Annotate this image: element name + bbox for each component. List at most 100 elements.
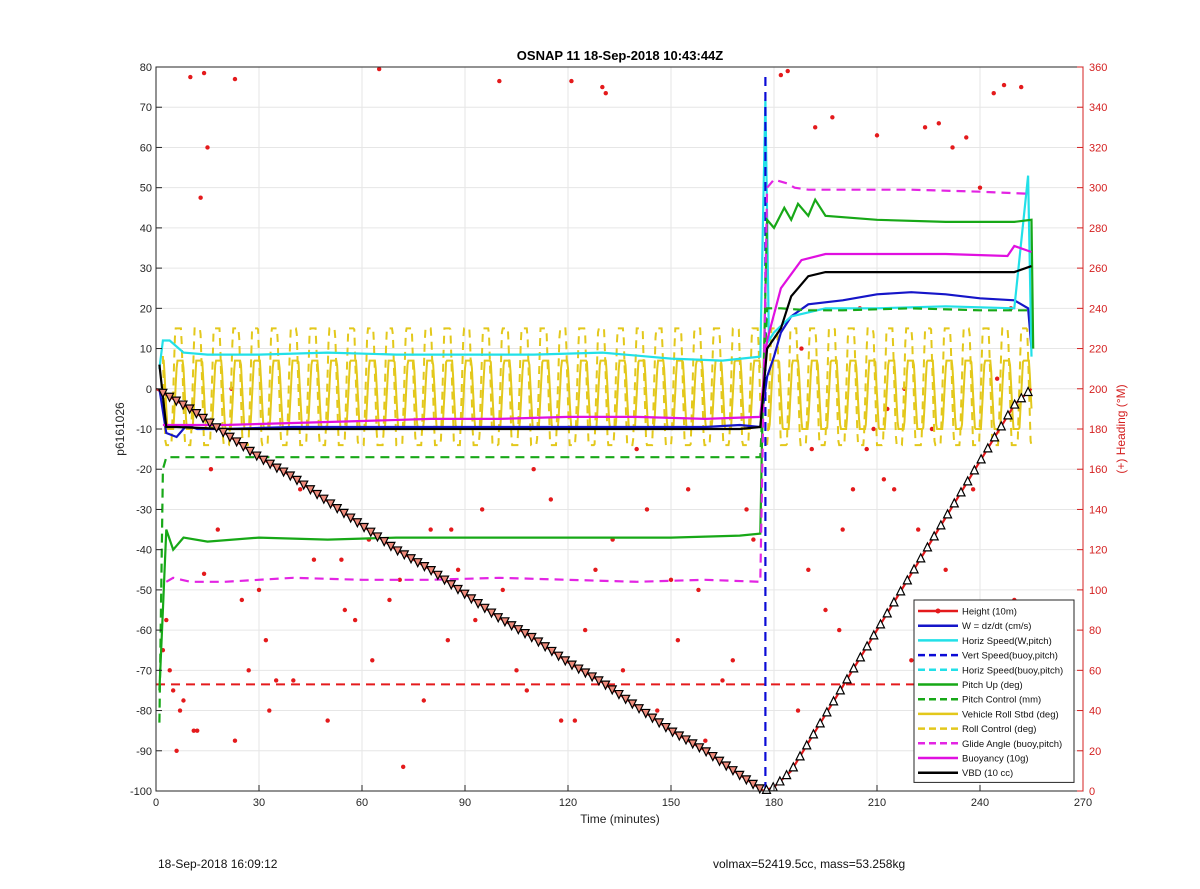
heading-point [840, 527, 845, 532]
depth-marker [694, 743, 705, 754]
x-tick-label: 90 [459, 797, 471, 809]
heading-point [950, 145, 955, 150]
depth-marker [875, 618, 886, 629]
legend-label: Vert Speed(buoy,pitch) [962, 651, 1058, 662]
legend-label: Height (10m) [962, 607, 1017, 618]
glide-angle-buoy-pitch-line [165, 178, 1029, 583]
heading-point [188, 74, 193, 80]
heading-point [291, 678, 296, 683]
y2-tick-label: 340 [1089, 102, 1107, 114]
heading-point [806, 567, 811, 572]
y2-tick-label: 180 [1089, 424, 1107, 436]
depth-marker [627, 699, 638, 710]
heading-point [909, 658, 914, 663]
depth-marker [835, 684, 846, 695]
depth-marker [935, 519, 946, 530]
depth-marker [352, 518, 363, 529]
y-tick-label: 30 [140, 263, 152, 275]
depth-marker [298, 480, 309, 491]
y-tick-label: -60 [136, 625, 152, 637]
depth-marker [855, 651, 866, 662]
y-tick-label: -80 [136, 706, 152, 718]
heading-point [994, 376, 1000, 381]
heading-point [428, 527, 433, 532]
x-tick-label: 270 [1074, 797, 1092, 809]
depth-marker [1009, 398, 1020, 409]
y-tick-label: -40 [136, 545, 152, 557]
y2-tick-label: 120 [1089, 545, 1107, 557]
y-tick-label: -100 [130, 786, 152, 798]
depth-marker [620, 694, 631, 705]
y2-tick-label: 140 [1089, 504, 1107, 516]
depth-marker [1023, 386, 1034, 397]
depth-marker [727, 766, 738, 777]
heading-point [922, 125, 928, 130]
depth-marker [446, 580, 457, 591]
depth-marker [479, 603, 490, 614]
y2-tick-label: 40 [1089, 706, 1101, 718]
depth-marker [989, 431, 1000, 442]
depth-marker [815, 717, 826, 728]
depth-marker [513, 625, 524, 636]
heading-point [785, 68, 790, 74]
depth-marker [567, 660, 577, 671]
depth-marker [895, 585, 906, 596]
heading-point [177, 708, 183, 713]
depth-marker [607, 685, 618, 696]
depth-marker [432, 570, 443, 581]
heading-point [823, 607, 828, 613]
depth-marker [184, 404, 195, 415]
depth-marker [754, 784, 765, 795]
depth-marker [573, 664, 584, 675]
heading-point [298, 487, 303, 492]
heading-point [744, 507, 749, 512]
heading-point [531, 467, 536, 472]
buoyancy-10g-line [162, 244, 1032, 427]
heading-point [401, 764, 406, 770]
depth-marker [204, 418, 215, 429]
depth-marker [976, 453, 987, 464]
heading-point [569, 78, 574, 84]
depth-marker [520, 629, 531, 639]
depth-marker [909, 563, 920, 574]
depth-marker [721, 761, 732, 772]
depth-marker [580, 668, 591, 679]
depth-marker [956, 486, 966, 497]
depth-marker [466, 594, 477, 605]
heading-point [339, 557, 344, 562]
heading-point [232, 76, 238, 82]
depth-marker [882, 607, 893, 618]
depth-marker [238, 442, 249, 452]
depth-marker [546, 646, 557, 657]
heading-point [751, 537, 756, 542]
heading-point [864, 446, 869, 452]
depth-marker [365, 527, 376, 538]
depth-marker [848, 662, 859, 673]
pitch-control-mm-line [158, 307, 1029, 723]
x-tick-label: 180 [765, 797, 783, 809]
heading-point [991, 90, 996, 96]
heading-point [170, 688, 176, 693]
depth-marker [191, 409, 202, 419]
depth-marker [996, 420, 1007, 431]
heading-point [558, 718, 564, 723]
heading-point [634, 446, 639, 452]
heading-point [352, 617, 358, 623]
heading-point [198, 195, 203, 200]
depth-marker [788, 761, 799, 772]
legend-label: Vehicle Roll Stbd (deg) [962, 709, 1059, 720]
depth-marker [338, 508, 349, 519]
heading-point [572, 718, 578, 723]
heading-point [813, 125, 818, 130]
chart-title: OSNAP 11 18-Sep-2018 10:43:44Z [517, 48, 723, 63]
depth-marker [198, 413, 209, 424]
y2-tick-label: 80 [1089, 625, 1101, 637]
heading-point [164, 617, 169, 623]
heading-point [809, 446, 814, 452]
heading-point [891, 487, 897, 492]
depth-marker [862, 640, 873, 651]
depth-marker [412, 558, 423, 569]
y-tick-label: 20 [140, 303, 152, 315]
heading-point [174, 748, 179, 753]
heading-point [256, 587, 262, 593]
